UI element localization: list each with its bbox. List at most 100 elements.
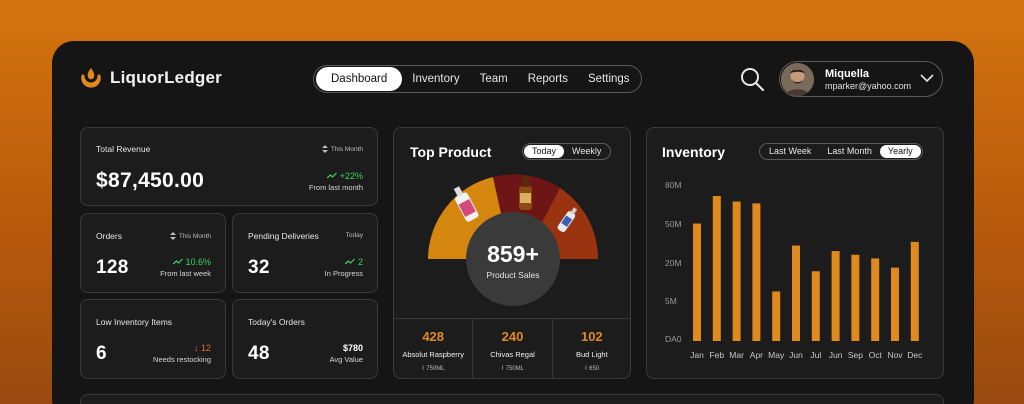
x-tick-label: Oct [869,350,883,360]
tab-today[interactable]: Today [524,145,565,158]
top-product-title: Top Product [410,144,492,160]
x-tick-label: May [768,350,785,360]
top-product-stats: 428 Absolut Raspberry ⌇ 750ML 240 Chivas… [394,318,631,378]
period-label: This Month [178,232,211,240]
card-label: Pending Deliveries [248,231,319,241]
trend-up-icon [326,172,338,179]
x-tick-label: Feb [709,350,724,360]
card-label: Orders [96,231,122,241]
nav-dashboard[interactable]: Dashboard [316,67,403,91]
bar-jan[interactable] [693,223,701,341]
bar-feb[interactable] [712,196,721,341]
bar-dec[interactable] [910,241,919,341]
period-label: This Month [330,145,363,153]
bar-jun[interactable] [831,251,840,341]
top-product-range: Today Weekly [522,143,612,160]
app-logo[interactable]: LiquorLedger [80,66,222,90]
chevron-down-icon[interactable] [920,73,934,83]
inventory-title: Inventory [662,144,726,160]
bottom-panel [80,394,944,404]
nav-reports[interactable]: Reports [527,73,568,85]
y-tick-label: DA0 [665,334,682,344]
period-selector[interactable]: This Month [321,145,363,153]
x-tick-label: Jul [810,350,821,360]
inventory-range: Last Week Last Month Yearly [759,143,923,160]
y-tick-label: 50M [665,219,682,229]
card-label: Low Inventory Items [96,317,173,327]
x-tick-label: Jun [789,350,803,360]
todays-orders-value: 48 [248,343,270,364]
glass-icon: ⌇ [584,366,588,372]
top-product-gauge [428,174,599,306]
x-tick-label: Apr [750,350,763,360]
glass-icon: ⌇ [501,366,504,372]
bar-oct[interactable] [871,258,880,341]
period-selector[interactable]: This Month [169,232,211,240]
sort-icon [169,232,176,240]
nav-team[interactable]: Team [479,73,508,85]
x-tick-label: Mar [729,350,744,360]
user-menu[interactable]: Miquella mparker@yahoo.com [779,61,943,97]
nav-inventory[interactable]: Inventory [412,73,460,85]
tab-last-week[interactable]: Last Week [769,146,812,156]
pending-deliveries-card: Pending Deliveries Today 32 2 In Progres… [232,213,378,293]
glass-icon: ⌇ [421,366,425,372]
low-inventory-value: 6 [96,343,107,364]
bottle-icon [557,207,578,233]
bar-may[interactable] [772,291,781,341]
sort-icon [321,145,328,153]
orders-delta: 10.6% [172,257,211,267]
avg-value: $780 [342,343,363,353]
orders-card: Orders This Month 128 10.6% From last we… [80,213,226,293]
revenue-delta: +22% [326,171,363,181]
y-tick-label: 5M [665,296,677,306]
y-tick-label: 80M [665,180,682,190]
x-tick-label: Sep [848,350,863,360]
pending-value: 32 [248,257,270,278]
revenue-delta-sub: From last month [308,183,363,192]
avatar [781,63,814,96]
x-tick-label: Dec [907,350,923,360]
low-inventory-sub: Needs restocking [153,355,211,364]
bar-jun[interactable] [792,245,800,341]
user-name: Miquella [825,68,870,80]
low-inventory-delta: ↓ 12 [193,343,211,353]
bar-apr[interactable] [752,203,761,341]
search-icon[interactable] [739,66,765,92]
inventory-chart: 80M 50M 20M 5M DA0 Jan Feb Mar Apr May Jun Jul Jun Se… [665,180,923,360]
product-sales-label: Product Sales [486,270,540,280]
revenue-value: $87,450.00 [96,169,205,192]
bottle-icon [453,186,479,222]
low-inventory-card: Low Inventory Items 6 ↓ 12 Needs restock… [80,299,226,379]
avg-value-label: Avg Value [329,355,364,364]
nav-settings[interactable]: Settings [587,73,630,85]
product-sales-value: 859+ [487,241,539,267]
bottle-icon [519,176,532,210]
bar-mar[interactable] [732,201,741,341]
product-stat[interactable]: 240 Chivas Regal ⌇ 750ML [473,319,553,378]
period-label: Today [345,232,363,239]
tab-yearly[interactable]: Yearly [879,145,921,158]
bar-nov[interactable] [891,267,899,341]
trend-up-icon [172,258,183,265]
app-name: LiquorLedger [110,68,222,87]
trend-up-icon [345,258,356,265]
bar-sep[interactable] [851,254,860,341]
orders-delta-sub: From last week [160,269,211,278]
total-revenue-card: Total Revenue This Month $87,450.00 +22%… [80,127,378,206]
orders-value: 128 [96,257,129,278]
tab-last-month[interactable]: Last Month [827,146,872,156]
y-tick-label: 20M [665,258,682,268]
pending-delta-sub: In Progress [324,269,363,278]
todays-orders-card: Today's Orders 48 $780 Avg Value [232,299,378,379]
product-stat[interactable]: 102 Bud Light ⌇ 650 [575,329,608,372]
product-stat[interactable]: 428 Absolut Raspberry ⌇ 750ML [394,319,474,378]
logo-icon [81,68,101,88]
card-label: Total Revenue [96,144,151,154]
tab-weekly[interactable]: Weekly [572,146,602,156]
inventory-card: Inventory Last Week Last Month Yearly 80… [646,127,944,379]
card-label: Today's Orders [248,317,305,327]
main-nav: Dashboard Inventory Team Reports Setting… [313,65,642,93]
bar-jul[interactable] [811,271,820,341]
arrow-down-icon: ↓ [193,343,199,353]
